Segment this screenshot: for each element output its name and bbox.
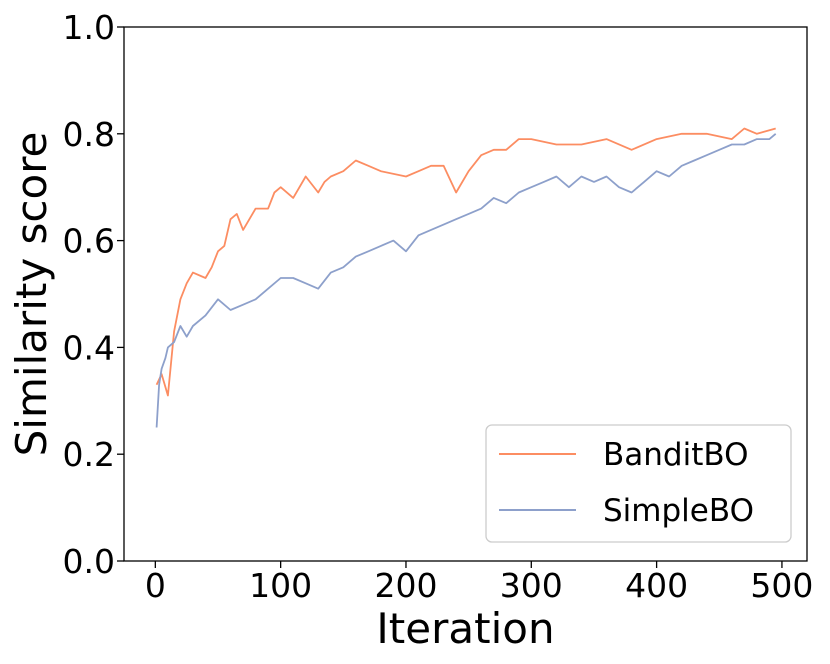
legend-label-simplebo: SimpleBO bbox=[603, 493, 754, 529]
y-tick-label: 0.2 bbox=[63, 435, 115, 474]
y-tick-label: 0.8 bbox=[63, 115, 115, 154]
y-tick-label: 0.4 bbox=[63, 328, 115, 367]
x-tick-label: 100 bbox=[249, 566, 312, 605]
legend: BanditBO SimpleBO bbox=[485, 424, 792, 543]
series-line-simplebo bbox=[155, 133, 777, 428]
x-tick-label: 500 bbox=[750, 566, 813, 605]
plot-frame bbox=[123, 26, 808, 562]
legend-label-banditbo: BanditBO bbox=[603, 437, 748, 473]
x-axis: 0 100 200 300 400 500 bbox=[145, 561, 813, 605]
y-tick-label: 0.0 bbox=[63, 542, 115, 581]
x-tick-label: 0 bbox=[145, 566, 166, 605]
series-layer bbox=[155, 127, 777, 428]
series-line-banditbo bbox=[155, 127, 776, 397]
x-tick-label: 200 bbox=[374, 566, 437, 605]
x-axis-title: Iteration bbox=[376, 604, 554, 653]
x-tick-label: 400 bbox=[625, 566, 688, 605]
y-axis: 0.0 0.2 0.4 0.6 0.8 1.0 bbox=[63, 8, 124, 581]
y-tick-label: 0.6 bbox=[63, 222, 115, 261]
x-tick-label: 300 bbox=[500, 566, 563, 605]
y-axis-title: Similarity score bbox=[7, 132, 56, 457]
y-tick-label: 1.0 bbox=[63, 8, 115, 47]
